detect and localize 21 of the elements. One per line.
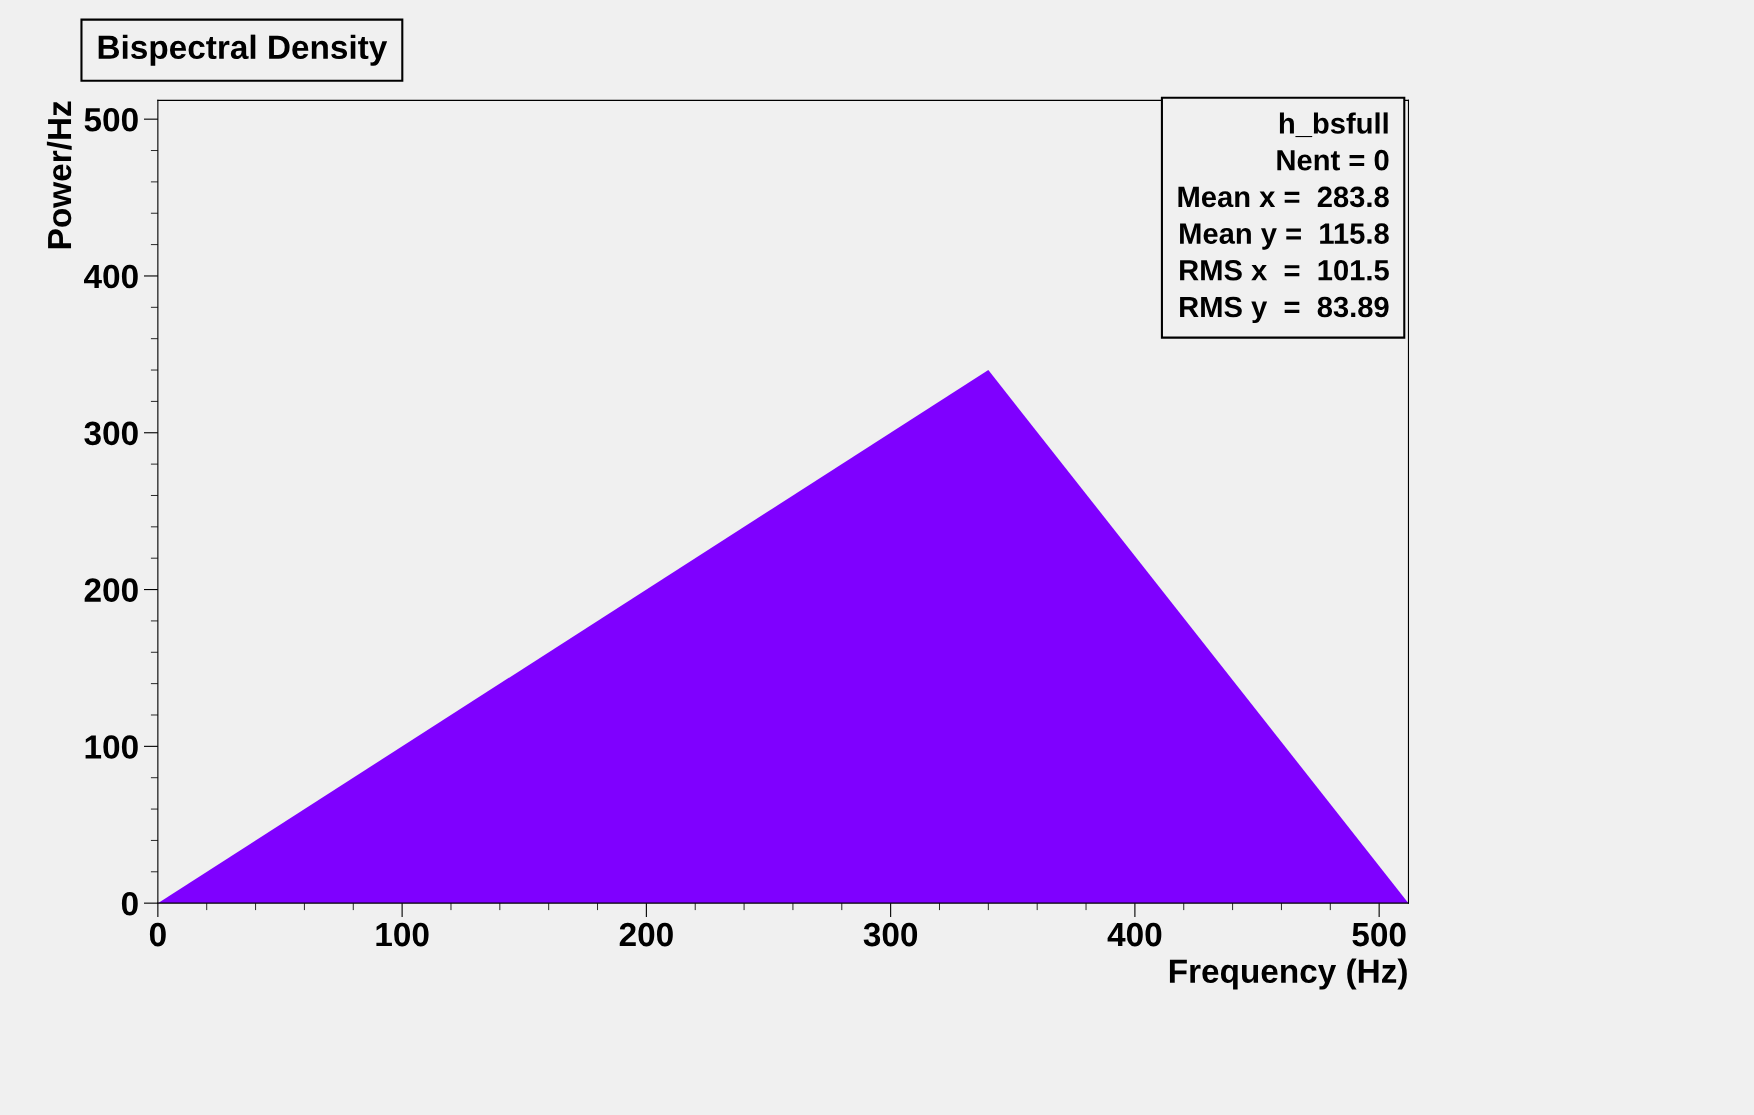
x-tick-label: 100 xyxy=(376,922,429,947)
annotation: Nent = 0 xyxy=(1277,149,1389,171)
annotation: Mean x = 283.8 xyxy=(1178,186,1389,208)
annotation: RMS y = 83.89 xyxy=(1180,296,1389,324)
x-tick-label: 200 xyxy=(619,922,673,947)
annotation: RMS x = 101.5 xyxy=(1180,259,1389,281)
x-tick-label: 500 xyxy=(1352,922,1406,947)
annotation: Mean y = 115.8 xyxy=(1180,223,1389,250)
x-tick-label: 400 xyxy=(1107,922,1162,947)
x-axis-title: Frequency (Hz) xyxy=(1169,958,1407,990)
x-tick-label: 300 xyxy=(863,922,918,947)
y-tick-label: 100 xyxy=(85,735,138,759)
chart-title: Bispectral Density xyxy=(98,34,388,66)
x-tick-label: 0 xyxy=(149,922,166,947)
y-tick-label: 500 xyxy=(84,107,138,132)
annotation: h_bsfull xyxy=(1279,112,1388,138)
y-tick-label: 400 xyxy=(84,264,138,289)
y-tick-label: 0 xyxy=(121,891,138,916)
y-tick-label: 200 xyxy=(84,578,138,602)
y-tick-label: 300 xyxy=(84,421,138,446)
y-axis-title: Power/Hz xyxy=(46,101,72,249)
